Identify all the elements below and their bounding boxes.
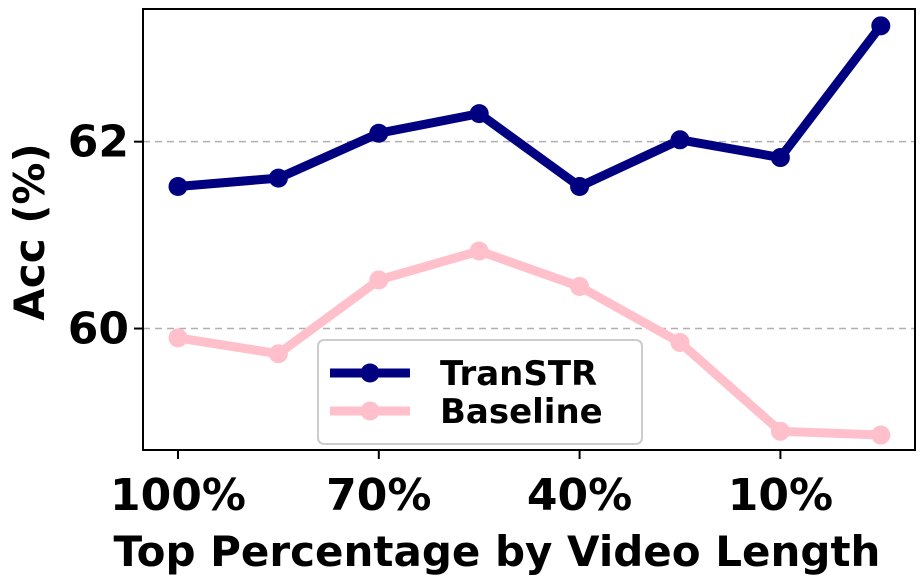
legend-box <box>317 339 643 445</box>
point-transtr-5 <box>670 130 690 150</box>
legend-label-baseline: Baseline <box>440 392 603 432</box>
point-baseline-7 <box>871 425 891 445</box>
grid-lines <box>143 140 915 330</box>
x-ticks: 100% 70% 40% 10% <box>110 450 833 521</box>
point-transtr-7 <box>871 16 891 36</box>
y-tick-label-0: 60 <box>68 304 129 355</box>
point-transtr-6 <box>770 148 790 168</box>
plot-frame <box>142 8 916 451</box>
series-line-transtr <box>173 21 886 192</box>
point-baseline-6 <box>770 421 790 441</box>
series-line-baseline <box>173 246 886 440</box>
x-tick-label-1: 70% <box>326 470 431 521</box>
x-tick-label-2: 40% <box>527 470 632 521</box>
y-axis-label: Acc (%) <box>5 143 54 320</box>
x-tick-label-0: 100% <box>110 470 246 521</box>
point-transtr-3 <box>469 104 489 124</box>
point-baseline-0 <box>168 328 188 348</box>
point-transtr-0 <box>168 177 188 197</box>
x-axis-label: Top Percentage by Video Length <box>114 527 881 576</box>
series-layer <box>168 16 891 445</box>
y-tick-label-1: 62 <box>68 117 129 168</box>
x-tick-label-3: 10% <box>728 470 833 521</box>
point-baseline-3 <box>469 241 489 261</box>
point-transtr-1 <box>268 168 288 188</box>
legend-marker-baseline <box>360 401 380 421</box>
point-transtr-4 <box>570 177 590 197</box>
point-baseline-2 <box>369 270 389 290</box>
y-ticks: 60 62 <box>68 117 143 355</box>
legend-marker-transtr <box>360 363 380 383</box>
point-transtr-2 <box>369 123 389 143</box>
point-baseline-1 <box>268 344 288 364</box>
point-baseline-4 <box>570 276 590 296</box>
point-baseline-5 <box>670 333 690 353</box>
legend-label-transtr: TranSTR <box>440 354 597 394</box>
